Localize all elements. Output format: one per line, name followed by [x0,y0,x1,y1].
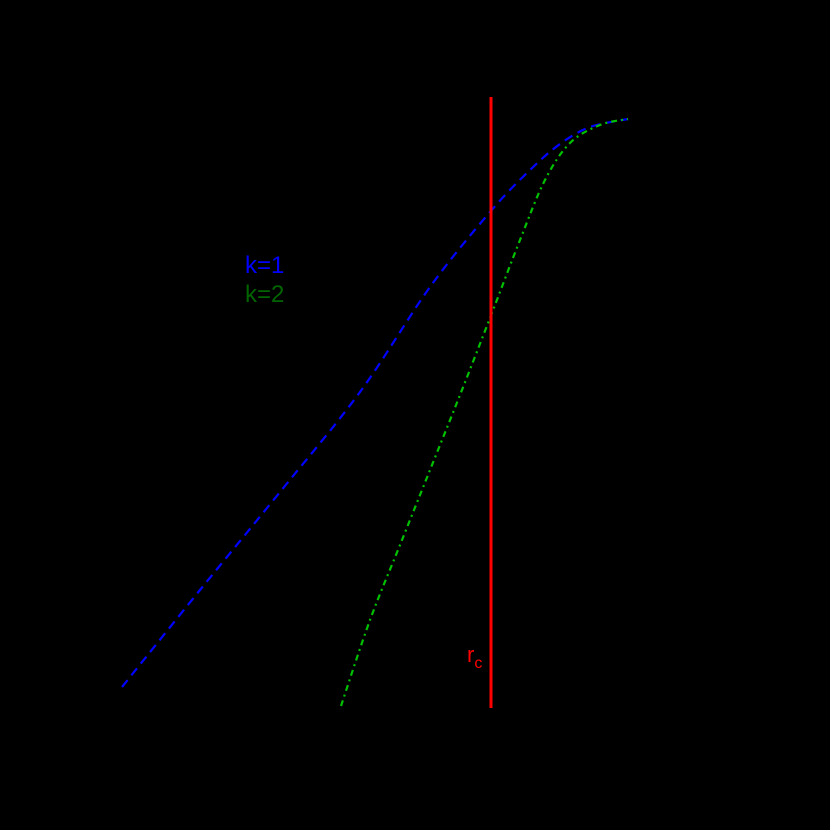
legend: k=1 k=2 [245,252,284,308]
rc-label-subscript: c [474,655,482,672]
rc-label-main: r [467,642,474,667]
legend-entry-k2: k=2 [245,281,284,308]
legend-entry-k1: k=1 [245,252,284,279]
series-line-k2 [339,117,629,707]
critical-radius-label: rc [467,642,482,672]
series-line-k1 [121,117,629,688]
